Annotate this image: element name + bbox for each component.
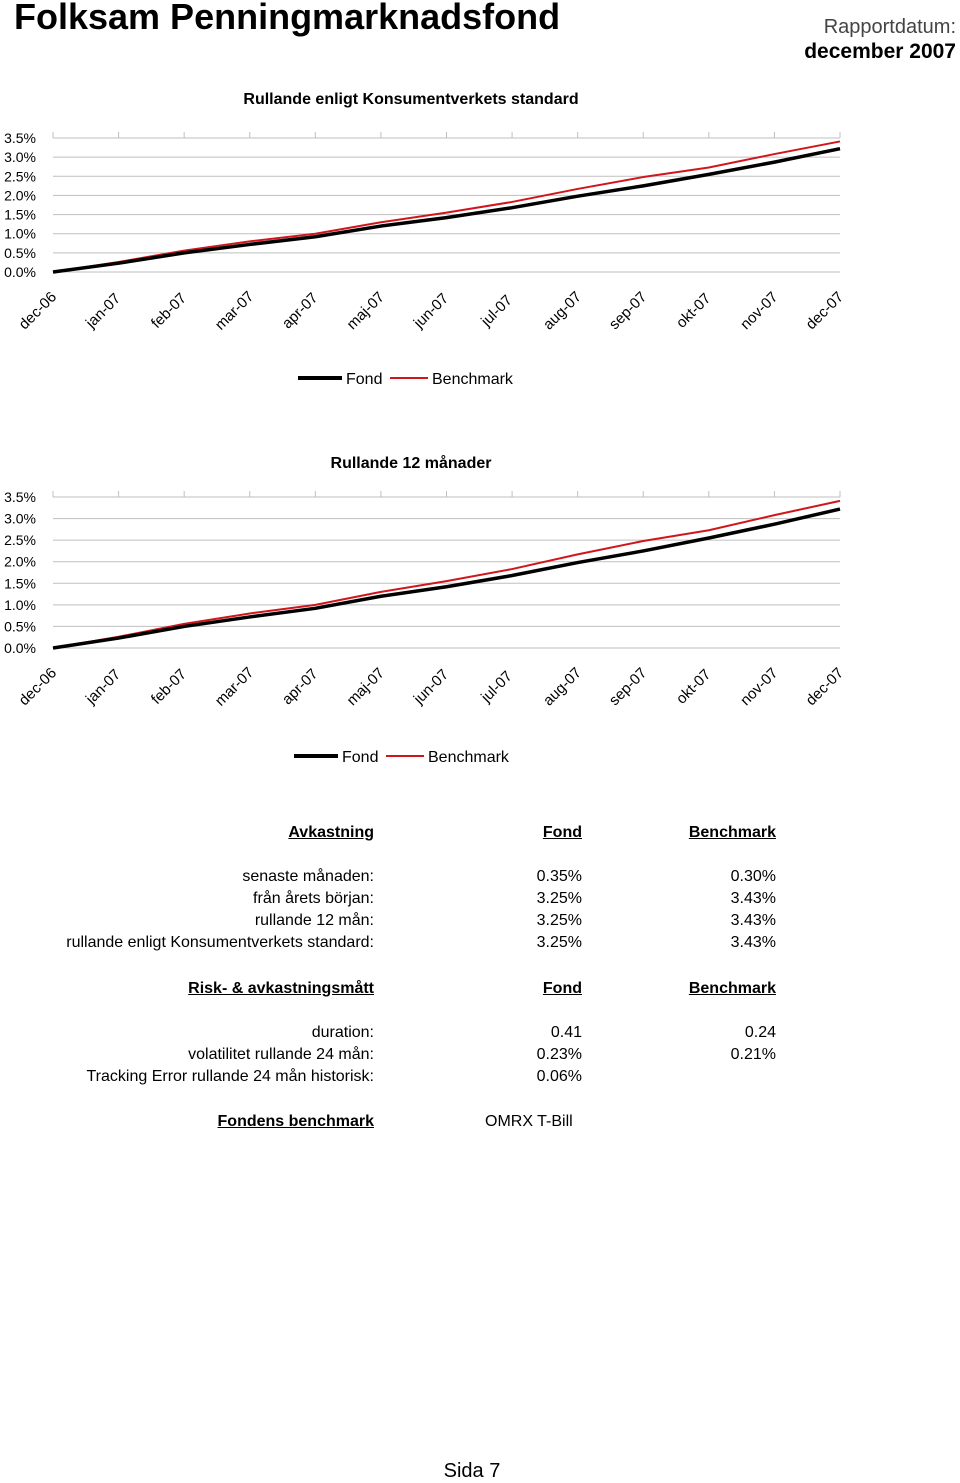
row-benchmark-value: 3.43% (730, 934, 776, 951)
returns-heading: Avkastning (288, 824, 374, 841)
table-row: senaste månaden: 0.35% 0.30% (0, 868, 960, 890)
y-tick-label: 0.0% (4, 264, 36, 280)
benchmark-info-value: OMRX T-Bill (485, 1113, 573, 1130)
y-tick-label: 2.0% (4, 554, 36, 570)
page-number: Sida 7 (443, 1460, 501, 1482)
series-line-fund (52, 507, 841, 650)
legend-label-benchmark: Benchmark (432, 371, 514, 388)
row-benchmark-value: 3.43% (730, 912, 776, 929)
row-fond-value: 0.41 (550, 1024, 582, 1041)
x-tick-label: sep-07 (606, 665, 650, 709)
row-label: duration: (311, 1024, 374, 1041)
risk-col-benchmark: Benchmark (688, 980, 776, 997)
row-fond-value: 3.25% (536, 912, 582, 929)
y-tick-label: 3.5% (4, 130, 36, 146)
y-tick-label: 3.5% (4, 489, 36, 505)
chart-rolling-consumer-standard: Rullande enligt Konsumentverkets standar… (4, 91, 847, 388)
row-fond-value: 3.25% (536, 890, 582, 907)
returns-col-benchmark: Benchmark (688, 824, 776, 841)
table-row: duration: 0.41 0.24 (0, 1024, 960, 1046)
benchmark-info-row: Fondens benchmark OMRX T-Bill (0, 1113, 960, 1135)
x-tick-label: dec-06 (16, 665, 60, 709)
risk-heading: Risk- & avkastningsmått (188, 980, 374, 997)
row-label: rullande 12 mån: (254, 912, 374, 929)
row-benchmark-value: 3.43% (730, 890, 776, 907)
table-row: rullande 12 mån: 3.25% 3.43% (0, 912, 960, 934)
y-tick-label: 2.5% (4, 168, 36, 184)
row-label: rullande enligt Konsumentverkets standar… (66, 934, 374, 951)
table-row: från årets början: 3.25% 3.43% (0, 890, 960, 912)
y-tick-label: 0.5% (4, 245, 36, 261)
y-tick-label: 1.0% (4, 226, 36, 242)
table-row: volatilitet rullande 24 mån: 0.23% 0.21% (0, 1046, 960, 1068)
x-tick-label: jun-07 (410, 666, 452, 708)
x-tick-label: apr-07 (279, 665, 322, 708)
table-row: rullande enligt Konsumentverkets standar… (0, 934, 960, 956)
x-tick-label: feb-07 (148, 666, 190, 708)
benchmark-info-label: Fondens benchmark (217, 1113, 374, 1130)
chart-title: Rullande enligt Konsumentverkets standar… (243, 91, 578, 108)
y-tick-label: 2.5% (4, 532, 36, 548)
row-fond-value: 0.06% (536, 1068, 582, 1085)
report-date-label: Rapportdatum: (823, 16, 956, 38)
chart-rolling-12-months: Rullande 12 månader 3.5% 3.0% 2.5% 2.0% 1.5% 1… (4, 454, 847, 766)
row-label: från årets början: (253, 890, 374, 907)
x-tick-label: okt-07 (673, 666, 715, 708)
x-tick-label: jul-07 (477, 668, 516, 707)
row-benchmark-value: 0.24 (744, 1024, 776, 1041)
risk-col-fond: Fond (542, 980, 582, 997)
risk-header-row: Risk- & avkastningsmått Fond Benchmark (0, 980, 960, 1002)
y-tick-label: 1.5% (4, 575, 36, 591)
y-tick-label: 0.0% (4, 640, 36, 656)
series-line-benchmark (52, 140, 841, 273)
row-fond-value: 3.25% (536, 934, 582, 951)
x-tick-label: nov-07 (737, 665, 781, 709)
x-tick-label: maj-07 (344, 665, 388, 709)
series-line-benchmark (52, 499, 841, 649)
y-tick-label: 3.0% (4, 149, 36, 165)
returns-col-fond: Fond (542, 824, 582, 841)
x-tick-label: jan-07 (82, 666, 124, 708)
row-label: Tracking Error rullande 24 mån historisk… (86, 1068, 374, 1085)
row-fond-value: 0.35% (536, 868, 582, 885)
row-fond-value: 0.23% (536, 1046, 582, 1063)
y-tick-label: 1.0% (4, 597, 36, 613)
y-tick-label: 0.5% (4, 618, 36, 634)
row-benchmark-value: 0.30% (730, 868, 776, 885)
row-label: volatilitet rullande 24 mån: (188, 1046, 374, 1063)
page-footer: Sida 7 (0, 1460, 960, 1483)
x-tick-label: dec-07 (803, 665, 847, 709)
y-tick-label: 1.5% (4, 207, 36, 223)
fund-title: Folksam Penningmarknadsfond (14, 0, 561, 37)
x-tick-label: mar-07 (212, 664, 258, 710)
row-label: senaste månaden: (242, 868, 374, 885)
table-row: Tracking Error rullande 24 mån historisk… (0, 1068, 960, 1090)
legend-label-benchmark: Benchmark (428, 749, 510, 766)
legend-label-fund: Fond (342, 749, 378, 766)
legend-label-fund: Fond (346, 371, 382, 388)
y-tick-label: 3.0% (4, 511, 36, 527)
x-tick-label: aug-07 (540, 664, 585, 709)
returns-header-row: Avkastning Fond Benchmark (0, 824, 960, 846)
y-tick-label: 2.0% (4, 187, 36, 203)
row-benchmark-value: 0.21% (730, 1046, 776, 1063)
series-line-fund (52, 147, 841, 274)
chart-title: Rullande 12 månader (331, 454, 492, 472)
report-date: december 2007 (804, 40, 956, 63)
